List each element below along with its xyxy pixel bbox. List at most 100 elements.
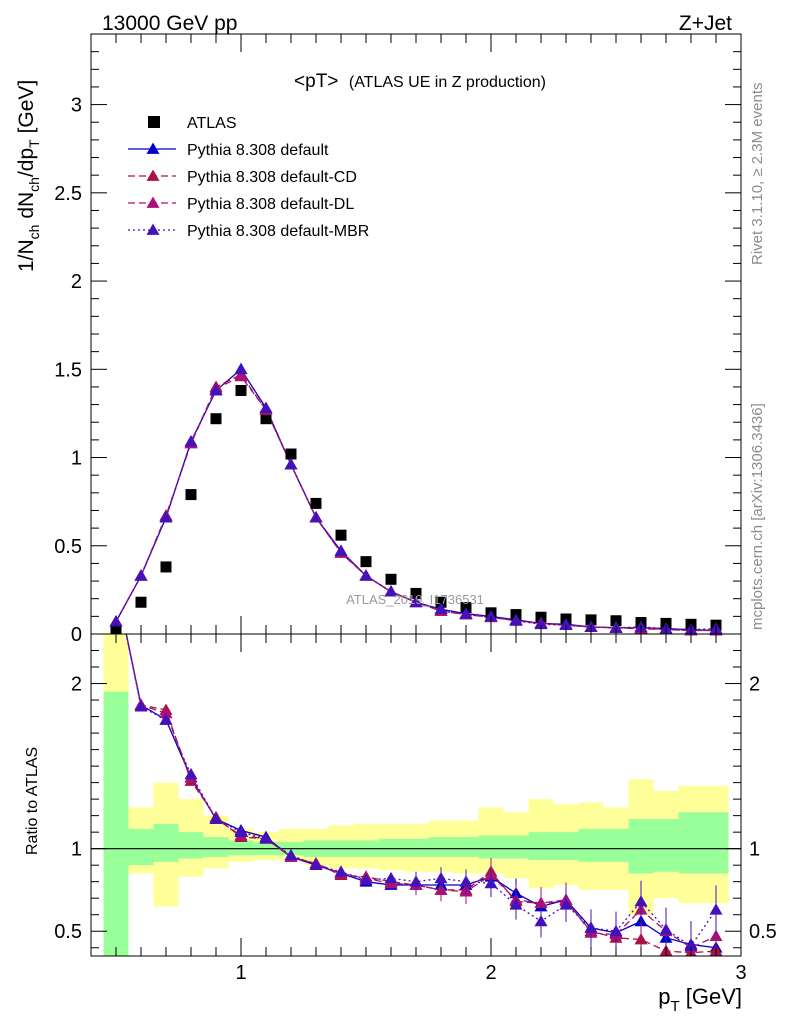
ratio-x-tick-label: 1 (235, 962, 246, 984)
mcplots-label: mcplots.cern.ch [arXiv:1306.3436] (749, 403, 766, 630)
atlas-point (310, 497, 322, 509)
main-title-main: <pT> (294, 71, 338, 92)
ratio-plot-area (125, 634, 723, 956)
main-title-sub: (ATLAS UE in Z production) (349, 74, 546, 91)
atlas-point (235, 384, 247, 396)
main-title: <pT> (ATLAS UE in Z production) (294, 71, 546, 92)
pythia-8-308-default-mbr-point (234, 362, 248, 375)
ratio-x-axis-label: pT [GeV] (658, 984, 742, 1015)
pythia-8-308-default-mbr-ratio-point (684, 939, 698, 951)
pythia-8-308-default-mbr-point (209, 383, 223, 396)
ratio-panel: 0.5 0.5 1 1 2 2 1 2 3 Ratio to ATLAS pT [GeV] (24, 633, 777, 1015)
atlas-point (385, 573, 397, 585)
main-y-axis-label: 1/Nch dNch/dpT [GeV] (15, 80, 42, 272)
pythia-8-308-default-mbr-point (484, 609, 498, 622)
atlas-point (285, 448, 297, 460)
band-stat (628, 818, 654, 874)
legend-label-pythia-8-308-default: Pythia 8.308 default (187, 142, 329, 159)
y-tick-label: 0.5 (54, 536, 82, 558)
pythia-8-308-default-mbr-point (359, 569, 373, 581)
pythia-8-308-default-mbr-ratio-point (609, 924, 623, 937)
y-tick-label: 1 (71, 448, 82, 470)
legend: ATLAS Pythia 8.308 default Pythia 8.308 de… (128, 115, 369, 240)
atlas-point (260, 413, 272, 425)
pythia-8-308-default-mbr-point (434, 602, 448, 615)
legend-label-atlas: ATLAS (187, 115, 237, 132)
pythia-8-308-default-mbr-ratio-point (509, 898, 523, 910)
band-stat (228, 840, 254, 856)
y-tick-label: 1.5 (54, 359, 82, 381)
pythia-8-308-default-mbr-point (384, 585, 398, 597)
band-stat (103, 691, 129, 956)
pythia-8-308-default-mbr-ratio-point (409, 875, 423, 887)
pythia-8-308-default-mbr-point (134, 569, 148, 581)
main-watermark: ATLAS_2019_I1736531 (346, 592, 484, 607)
band-stat (478, 835, 504, 859)
band-stat (678, 812, 704, 874)
ratio-x-axis: 1 2 3 (115, 634, 747, 984)
ratio-y-axis: 0.5 0.5 1 1 2 2 (54, 650, 777, 949)
band-stat (703, 812, 729, 874)
pythia-8-308-default-mbr-point (309, 511, 323, 523)
header-left-text: 13000 GeV pp (102, 12, 237, 35)
pythia-8-308-default-mbr-point (334, 544, 348, 556)
atlas-point (410, 587, 422, 599)
atlas-point (135, 596, 147, 608)
pythia-8-308-default-mbr-ratio-point (159, 713, 173, 725)
atlas-point (585, 614, 597, 626)
atlas-point (210, 413, 222, 425)
ratio-y-tick-label-right: 1 (749, 839, 760, 861)
ratio-y-tick-label: 1 (71, 839, 82, 861)
atlas-point (160, 561, 172, 573)
pythia-8-308-default-mbr-ratio-point (234, 825, 248, 838)
band-stat (178, 832, 204, 859)
pythia-8-308-default-mbr-ratio-point (209, 812, 223, 824)
pythia-8-308-default-mbr-ratio-point (534, 914, 548, 927)
legend-marker-atlas (148, 116, 160, 128)
main-panel: 0 0.5 1 1.5 2 2.5 3 ATLAS_2019_I1736531 <pT> (… (15, 33, 742, 646)
pythia-8-308-default-mbr-point (284, 458, 298, 470)
band-stat (503, 835, 529, 859)
pythia-8-308-default-mbr-point (159, 511, 173, 523)
band-stat (453, 837, 479, 857)
legend-marker-pythia-8-308-default (146, 142, 160, 154)
pythia-8-308-default-mbr-ratio-point (284, 848, 298, 861)
ratio-y-axis-label: Ratio to ATLAS (24, 747, 41, 855)
pythia-8-308-default-dl-ratio-point (534, 896, 548, 909)
pythia-8-308-default-cd-ratio-point (634, 932, 648, 945)
pythia-8-308-default-mbr-point (409, 595, 423, 608)
pythia-8-308-default-mbr-ratio-point (634, 895, 648, 907)
pythia-8-308-default-mbr-ratio-point (259, 832, 273, 844)
pythia-8-308-default-mbr-point (559, 618, 573, 631)
band-stat (578, 828, 604, 862)
band-stat (403, 838, 429, 857)
band-stat (153, 823, 179, 862)
pythia-8-308-default-mbr-ratio-point (384, 871, 398, 884)
atlas-point (360, 556, 372, 568)
atlas-point (185, 489, 197, 501)
legend-marker-pythia-8-308-default-mbr (146, 223, 160, 235)
pythia-8-308-default-mbr-ratio-point (559, 898, 573, 910)
ratio-x-tick-label: 2 (485, 962, 496, 984)
pythia-8-308-default-dl-ratio-point (159, 706, 173, 719)
pythia-8-308-default-mbr-ratio-point (359, 873, 373, 885)
band-stat (553, 832, 579, 861)
atlas-point (435, 596, 447, 608)
pythia-8-308-default-mbr-ratio-point (184, 767, 198, 780)
atlas-point (610, 615, 622, 627)
header-right-text: Z+Jet (679, 12, 732, 35)
y-tick-label: 2 (71, 271, 82, 293)
pythia-8-308-default-mbr-point (509, 614, 523, 626)
legend-label-pythia-8-308-default-cd: Pythia 8.308 default-CD (187, 169, 357, 186)
legend-label-pythia-8-308-default-mbr: Pythia 8.308 default-MBR (187, 223, 369, 240)
band-stat (653, 818, 679, 872)
pythia-8-308-default-mbr-ratio-point (659, 923, 673, 935)
pythia-8-308-default-mbr-ratio-point (334, 865, 348, 877)
pythia-8-308-default-mbr-point (259, 401, 273, 413)
y-tick-label: 0 (71, 624, 82, 646)
legend-marker-pythia-8-308-default-cd (146, 169, 160, 181)
pythia-8-308-default-mbr-ratio-point (484, 876, 498, 889)
band-stat (128, 828, 154, 866)
ratio-y-tick-label: 2 (71, 674, 82, 696)
